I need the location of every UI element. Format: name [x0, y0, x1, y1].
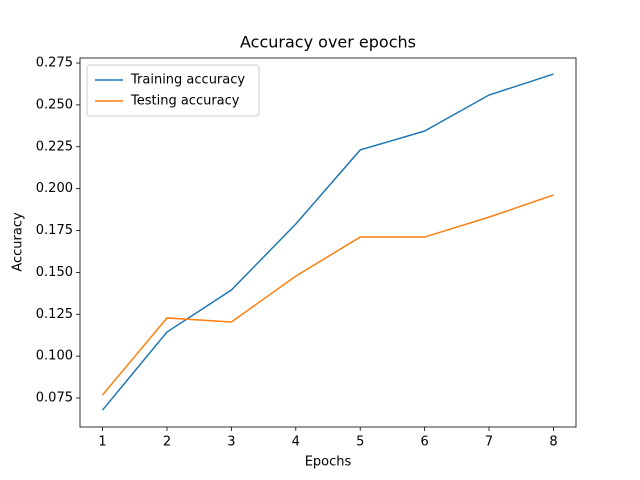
chart-title: Accuracy over epochs — [240, 33, 416, 52]
x-tick-label: 4 — [292, 435, 300, 450]
x-tick-label: 8 — [549, 435, 557, 450]
x-tick-label: 3 — [227, 435, 235, 450]
y-tick-label: 0.200 — [36, 181, 73, 196]
x-tick-label: 2 — [163, 435, 171, 450]
legend-label: Training accuracy — [130, 73, 245, 88]
x-tick-label: 6 — [420, 435, 428, 450]
y-tick-label: 0.075 — [36, 391, 73, 406]
line — [101, 194, 554, 396]
x-axis-label: Epochs — [305, 455, 352, 470]
x-tick-label: 7 — [485, 435, 493, 450]
x-tick-label: 5 — [356, 435, 364, 450]
y-tick-label: 0.275 — [36, 56, 73, 71]
y-axis-label: Accuracy — [11, 212, 26, 272]
plot-frame — [79, 57, 577, 428]
legend-label: Testing accuracy — [130, 94, 240, 109]
y-tick-label: 0.125 — [36, 307, 73, 322]
y-tick-label: 0.175 — [36, 223, 73, 238]
line — [101, 73, 554, 411]
legend-box — [86, 64, 260, 117]
x-tick-label: 1 — [98, 435, 106, 450]
y-tick-label: 0.100 — [36, 349, 73, 364]
y-tick-label: 0.225 — [36, 139, 73, 154]
y-tick-label: 0.150 — [36, 265, 73, 280]
y-tick-label: 0.250 — [36, 97, 73, 112]
